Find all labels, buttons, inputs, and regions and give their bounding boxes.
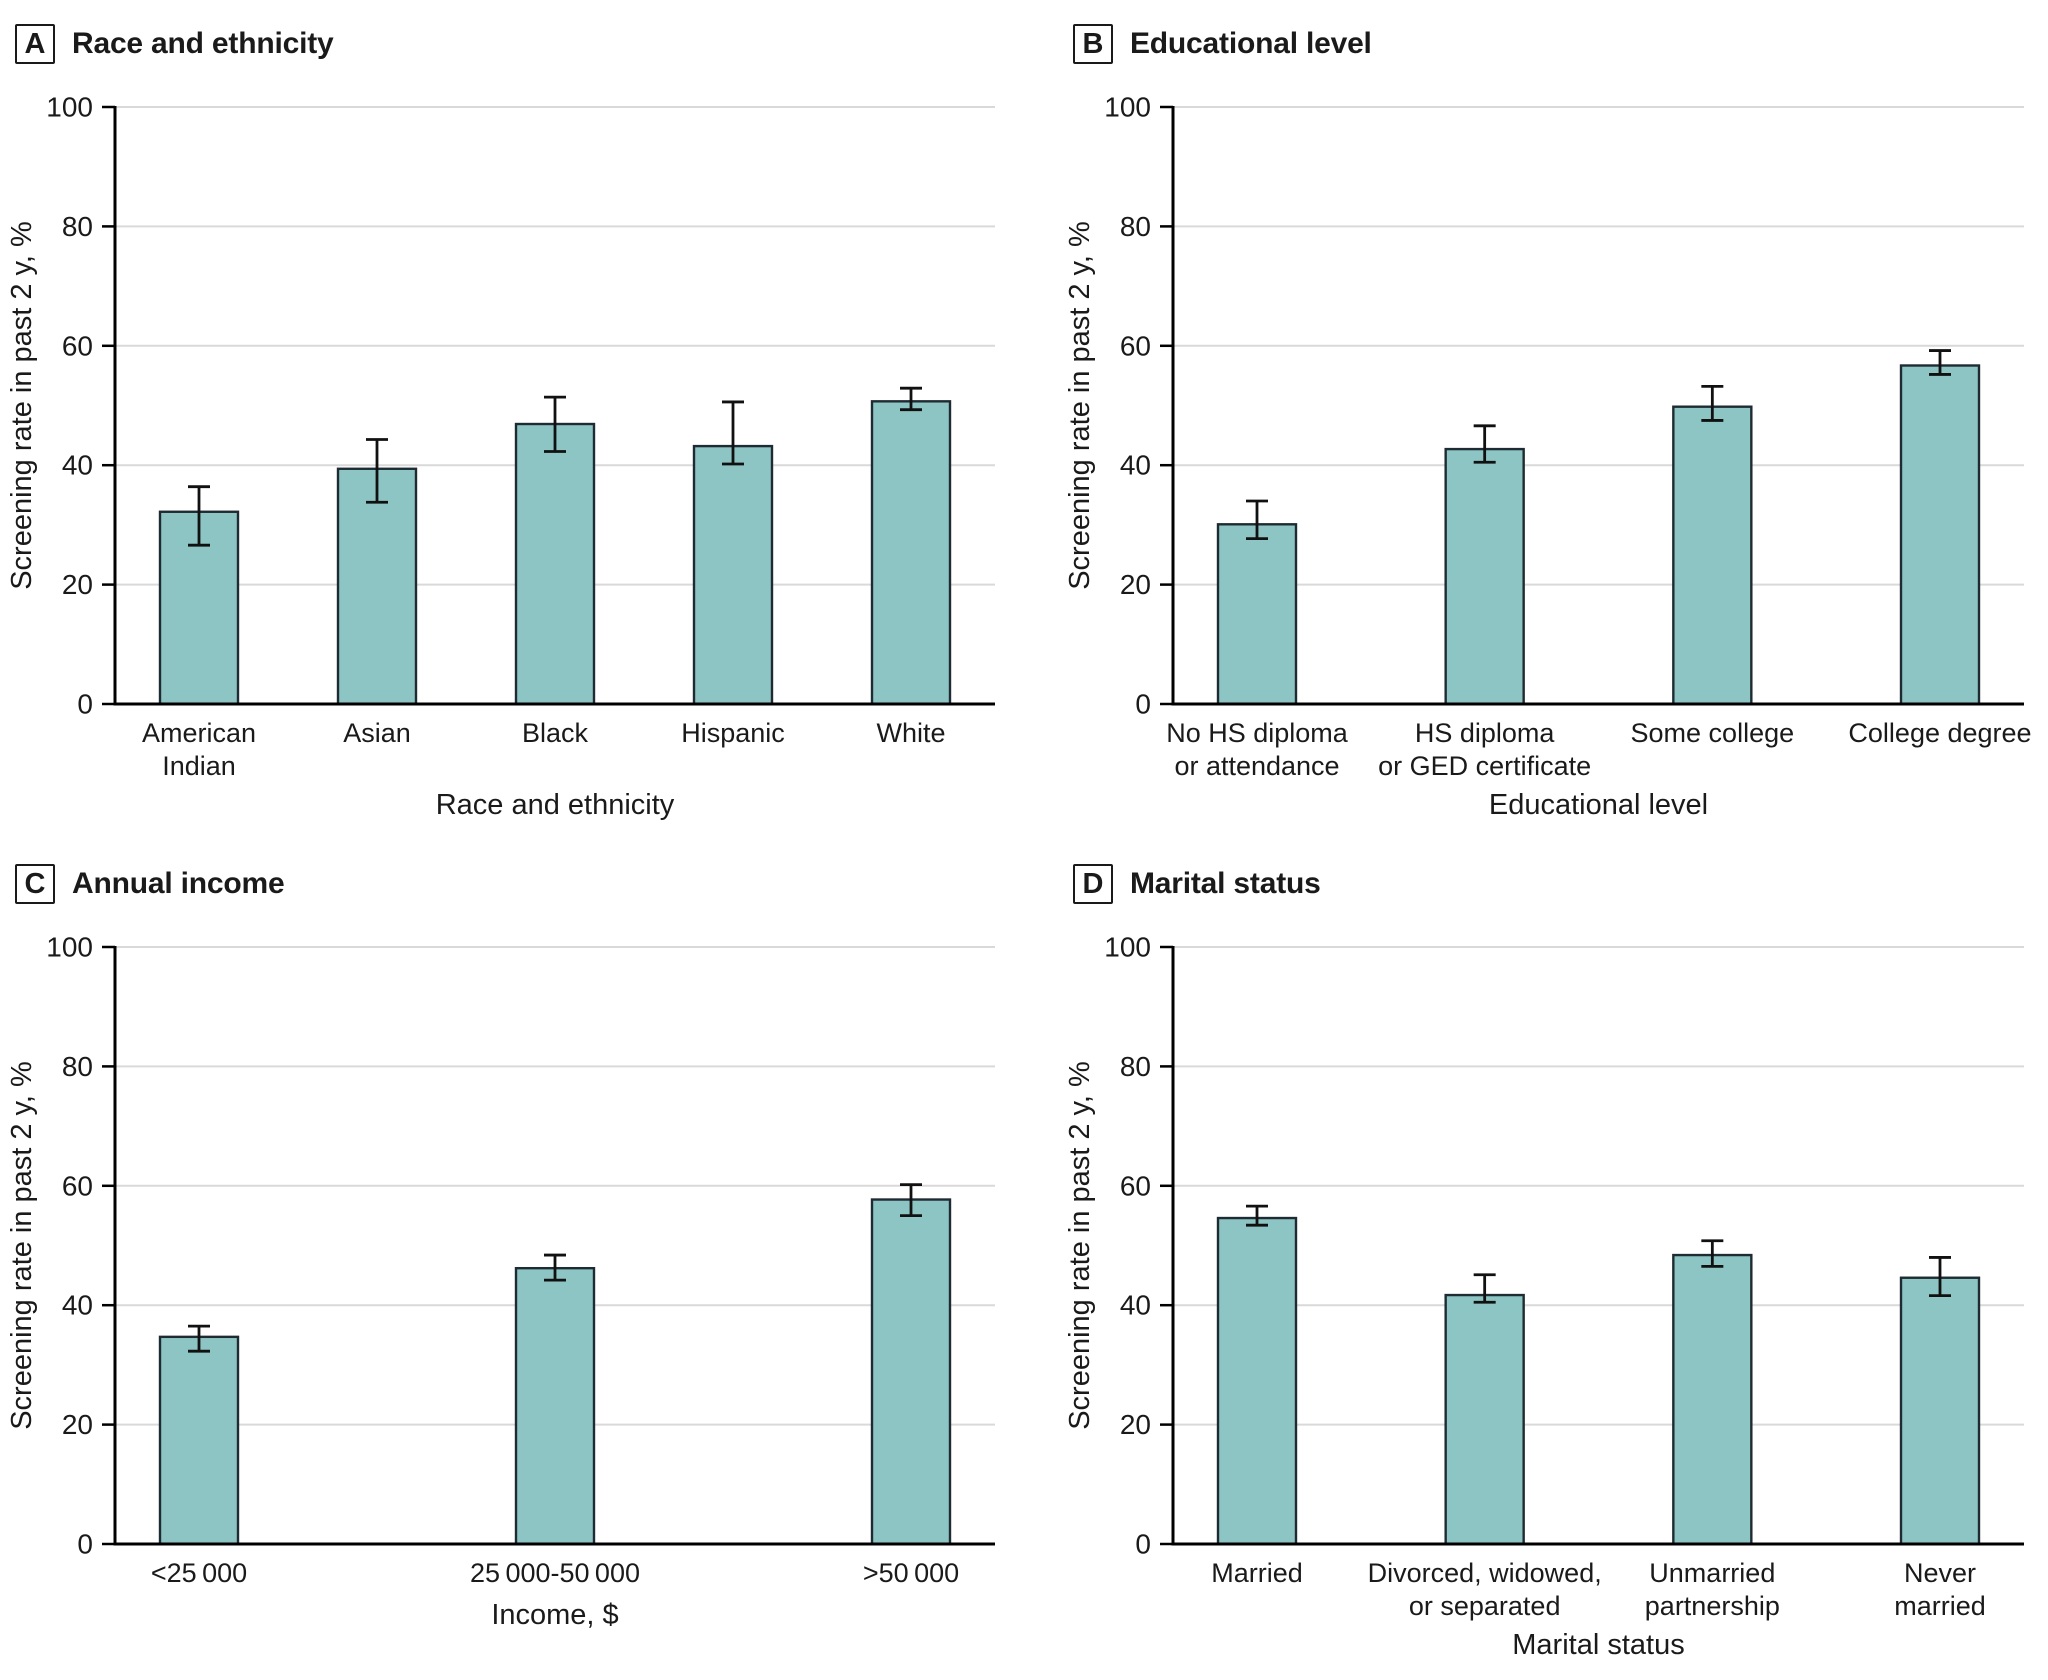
x-tick-label: or GED certificate: [1378, 751, 1591, 781]
y-axis-title: Screening rate in past 2 y, %: [6, 221, 38, 590]
y-tick-label: 40: [62, 450, 93, 481]
panel-b: B Educational level 0 20 40 60 80 100 Screenin…: [1024, 0, 2048, 840]
y-tick-label: 20: [1120, 569, 1151, 600]
x-axis-title: Race and ethnicity: [436, 789, 675, 821]
x-tick-label: College degree: [1848, 718, 2031, 748]
x-tick-label: Married: [1211, 1558, 1303, 1588]
y-tick-label: 20: [62, 569, 93, 600]
panel-b-letter-badge: B: [1073, 24, 1113, 64]
y-axis-title: Screening rate in past 2 y, %: [6, 1061, 38, 1430]
bar: [870, 400, 952, 706]
panel-a: A Race and ethnicity 0 20 40 60 80 100 Screeni…: [0, 0, 1024, 840]
panel-d: D Marital status 0 20 40 60 80 100 Screening r…: [1024, 840, 2048, 1680]
panel-c-header: C Annual income: [15, 864, 285, 904]
y-tick-label: 80: [1120, 1051, 1151, 1082]
panel-a-title: Race and ethnicity: [72, 27, 334, 60]
x-tick-label: 25 000-50 000: [470, 1558, 640, 1588]
bar: [1216, 523, 1298, 706]
x-tick-label: Black: [522, 718, 589, 748]
bar: [336, 467, 418, 706]
y-tick-label: 100: [1104, 92, 1151, 123]
bar: [1672, 405, 1753, 706]
x-tick-label: <25 000: [151, 1558, 247, 1588]
panel-b-chart: 0 20 40 60 80 100 Screening rate in past 2 y, …: [1064, 92, 2032, 822]
bar: [1899, 364, 1981, 706]
panel-b-header: B Educational level: [1073, 24, 1372, 64]
x-tick-label: American: [142, 718, 256, 748]
y-tick-label: 20: [62, 1409, 93, 1440]
y-tick-label: 40: [1120, 450, 1151, 481]
x-tick-label: White: [876, 718, 945, 748]
panel-a-letter-badge: A: [15, 24, 55, 64]
panel-d-letter-badge: D: [1073, 864, 1113, 904]
x-tick-label: married: [1894, 1591, 1986, 1621]
panel-d-title: Marital status: [1130, 867, 1321, 900]
x-axis-title: Marital status: [1512, 1629, 1684, 1661]
panel-c-letter-badge: C: [15, 864, 55, 904]
x-tick-label: Unmarried: [1649, 1558, 1775, 1588]
bar: [870, 1198, 952, 1546]
panel-d-chart: 0 20 40 60 80 100 Screening rate in past 2 y, …: [1064, 932, 2024, 1661]
bar: [514, 1266, 596, 1546]
x-tick-label: partnership: [1645, 1591, 1780, 1621]
y-axis-title: Screening rate in past 2 y, %: [1064, 221, 1096, 590]
x-tick-label: Hispanic: [681, 718, 785, 748]
x-tick-label: Some college: [1631, 718, 1795, 748]
x-tick-label: >50 000: [863, 1558, 959, 1588]
bar: [692, 444, 774, 706]
y-tick-label: 80: [62, 1051, 93, 1082]
y-tick-label: 60: [62, 330, 93, 361]
x-tick-label: or attendance: [1174, 751, 1339, 781]
panel-a-header: A Race and ethnicity: [15, 24, 334, 64]
x-tick-label: or separated: [1409, 1591, 1561, 1621]
x-axis-title: Income, $: [491, 1599, 618, 1631]
y-tick-label: 20: [1120, 1409, 1151, 1440]
y-tick-label: 80: [1120, 211, 1151, 242]
bar: [514, 422, 596, 706]
y-tick-label: 40: [62, 1290, 93, 1321]
y-tick-label: 60: [62, 1170, 93, 1201]
x-tick-label: Asian: [343, 718, 411, 748]
x-tick-label: Indian: [162, 751, 236, 781]
y-tick-label: 100: [46, 92, 93, 123]
y-tick-label: 100: [46, 932, 93, 963]
y-tick-label: 60: [1120, 330, 1151, 361]
y-tick-label: 100: [1104, 932, 1151, 963]
x-axis-title: Educational level: [1489, 789, 1708, 821]
panel-c-chart: 0 20 40 60 80 100 Screening rate in past 2 y, …: [6, 932, 995, 1631]
panel-a-chart: 0 20 40 60 80 100 Screening rate in past 2 y, …: [6, 92, 995, 821]
panel-b-title: Educational level: [1130, 27, 1372, 60]
y-axis-title: Screening rate in past 2 y, %: [1064, 1061, 1096, 1430]
y-tick-label: 80: [62, 211, 93, 242]
y-tick-label: 60: [1120, 1170, 1151, 1201]
bar: [1216, 1216, 1298, 1546]
bar: [1444, 1293, 1525, 1546]
panel-c: C Annual income 0 20 40 60 80 100 Screening ra…: [0, 840, 1024, 1680]
y-tick-label: 0: [77, 689, 93, 720]
x-tick-label: Never: [1904, 1558, 1976, 1588]
x-tick-label: No HS diploma: [1166, 718, 1349, 748]
y-tick-label: 0: [1135, 689, 1151, 720]
x-tick-label: Divorced, widowed,: [1368, 1558, 1602, 1588]
x-tick-label: HS diploma: [1415, 718, 1556, 748]
bar: [1444, 447, 1525, 706]
bar: [1672, 1253, 1753, 1546]
panel-d-header: D Marital status: [1073, 864, 1321, 904]
y-tick-label: 0: [1135, 1529, 1151, 1560]
y-tick-label: 40: [1120, 1290, 1151, 1321]
y-tick-label: 0: [77, 1529, 93, 1560]
panel-c-title: Annual income: [72, 867, 285, 900]
bar: [158, 1335, 240, 1546]
bar: [1899, 1276, 1981, 1546]
